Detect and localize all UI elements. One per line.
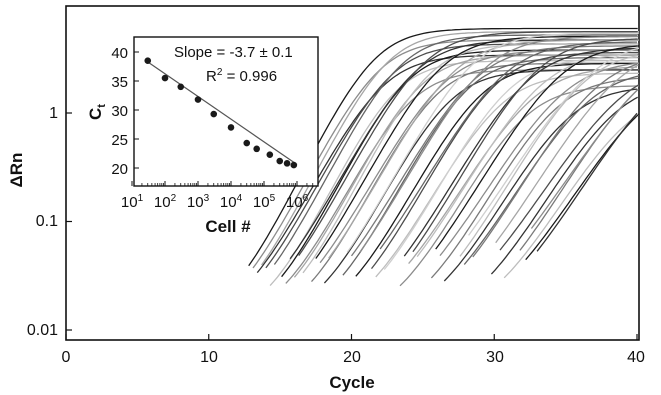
inset-slope-annotation: Slope = -3.7 ± 0.1 — [174, 44, 293, 61]
amplification-curves — [248, 27, 639, 287]
inset-data-point — [290, 161, 298, 169]
inset-data-point — [243, 139, 251, 147]
x-tick-label-30: 30 — [486, 349, 504, 366]
inset-y-tick-35: 35 — [111, 74, 128, 91]
amplification-curve — [319, 49, 638, 264]
amplification-curve — [328, 39, 639, 259]
inset-x-tick-10-1: 101 — [121, 193, 144, 211]
x-tick-label-0: 0 — [62, 349, 71, 366]
inset-data-point — [194, 96, 202, 103]
inset-fit-line — [144, 59, 298, 166]
main-plot-frame — [65, 5, 640, 341]
amplification-curve — [472, 63, 638, 258]
inset-data-point — [253, 145, 260, 153]
amplification-curve — [499, 84, 639, 251]
x-tick-label-20: 20 — [343, 349, 361, 366]
amplification-curve — [342, 56, 639, 276]
inset-x-tick-10-5: 105 — [253, 193, 276, 211]
inset-points — [144, 57, 298, 169]
x-tick-label-10: 10 — [200, 349, 218, 366]
inset-r2-annotation: R2 = 0.996 — [206, 67, 277, 85]
amplification-curve — [430, 77, 639, 279]
inset-y-tick-40: 40 — [111, 45, 128, 62]
amplification-curve — [495, 64, 639, 244]
inset-y-tick-20: 20 — [111, 161, 128, 178]
amplification-curve — [383, 57, 638, 270]
y-tick-label-0.01: 0.01 — [27, 322, 58, 339]
amplification-curve — [435, 45, 639, 250]
inset-y-axis-label: Ct — [86, 104, 108, 120]
main-x-ticks — [65, 334, 638, 340]
inset-x-tick-labels: 101 102 103 104 105 106 — [121, 193, 309, 211]
inset-x-tick-10-2: 102 — [154, 193, 177, 211]
y-tick-label-1: 1 — [49, 105, 58, 122]
amplification-curve — [293, 54, 637, 278]
inset-data-point — [161, 74, 169, 82]
inset-data-point — [210, 110, 218, 118]
inset-x-axis-label: Cell # — [205, 217, 251, 236]
amplification-curve — [536, 112, 638, 252]
amplification-curve — [346, 32, 639, 253]
inset-x-tick-10-4: 104 — [220, 193, 243, 211]
amplification-curve — [459, 54, 639, 257]
amplification-curve — [412, 38, 638, 253]
main-y-ticks — [66, 112, 72, 331]
inset-data-point — [283, 160, 291, 167]
inset-data-point — [276, 157, 284, 165]
inset-x-tick-10-3: 103 — [187, 193, 210, 211]
amplification-curve — [269, 60, 638, 287]
inset-y-tick-25: 25 — [111, 132, 128, 149]
amplification-curve — [503, 113, 639, 279]
amplification-curve — [273, 34, 639, 265]
y-tick-label-0.1: 0.1 — [36, 213, 58, 230]
inset-data-point — [144, 57, 152, 64]
amplification-curve — [350, 45, 637, 257]
inset-ticks — [131, 51, 314, 186]
amplification-curve — [530, 88, 639, 229]
amplification-curve — [439, 62, 639, 257]
amplification-curve — [519, 89, 639, 251]
amplification-curve — [490, 96, 639, 275]
amplification-curve — [359, 35, 639, 253]
amplification-curve — [468, 47, 639, 236]
amplification-curve — [315, 35, 637, 259]
amplification-curve — [298, 31, 638, 256]
inset-x-tick-10-6: 106 — [286, 193, 309, 211]
amplification-curve — [375, 72, 639, 278]
x-tick-label-40: 40 — [627, 349, 645, 366]
y-axis-label: ΔRn — [7, 153, 26, 188]
amplification-curve — [443, 88, 638, 282]
amplification-curve — [355, 62, 638, 277]
amplification-curve — [416, 53, 639, 257]
inset-chart: 20 25 30 35 40 101 102 103 104 105 106 C… — [86, 36, 319, 236]
inset-data-point — [227, 124, 235, 131]
amplification-curve — [370, 51, 639, 270]
inset-y-tick-30: 30 — [111, 103, 128, 120]
inset-data-point — [177, 83, 185, 91]
inset-data-point — [266, 151, 274, 158]
x-axis-label: Cycle — [329, 373, 374, 392]
